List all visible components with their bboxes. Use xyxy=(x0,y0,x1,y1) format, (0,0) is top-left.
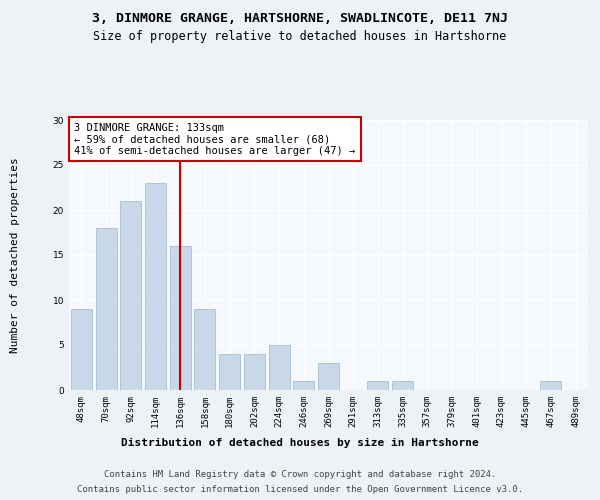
Y-axis label: Number of detached properties: Number of detached properties xyxy=(10,157,20,353)
Bar xyxy=(244,354,265,390)
Bar xyxy=(541,381,562,390)
Bar xyxy=(120,201,141,390)
Bar xyxy=(145,183,166,390)
Text: Distribution of detached houses by size in Hartshorne: Distribution of detached houses by size … xyxy=(121,438,479,448)
Bar xyxy=(293,381,314,390)
Text: Contains public sector information licensed under the Open Government Licence v3: Contains public sector information licen… xyxy=(77,485,523,494)
Bar xyxy=(269,345,290,390)
Text: Contains HM Land Registry data © Crown copyright and database right 2024.: Contains HM Land Registry data © Crown c… xyxy=(104,470,496,479)
Bar xyxy=(392,381,413,390)
Text: Size of property relative to detached houses in Hartshorne: Size of property relative to detached ho… xyxy=(94,30,506,43)
Text: 3, DINMORE GRANGE, HARTSHORNE, SWADLINCOTE, DE11 7NJ: 3, DINMORE GRANGE, HARTSHORNE, SWADLINCO… xyxy=(92,12,508,26)
Bar xyxy=(367,381,388,390)
Bar xyxy=(71,309,92,390)
Bar xyxy=(318,363,339,390)
Bar xyxy=(219,354,240,390)
Bar xyxy=(170,246,191,390)
Text: 3 DINMORE GRANGE: 133sqm
← 59% of detached houses are smaller (68)
41% of semi-d: 3 DINMORE GRANGE: 133sqm ← 59% of detach… xyxy=(74,122,355,156)
Bar xyxy=(95,228,116,390)
Bar xyxy=(194,309,215,390)
